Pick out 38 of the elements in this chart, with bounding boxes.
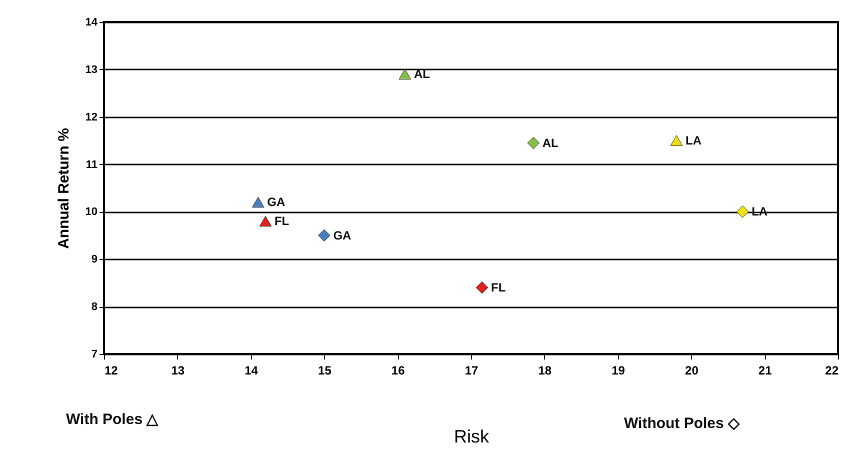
x-tick-label: 20	[685, 364, 699, 378]
x-tick-label: 22	[825, 364, 839, 378]
point	[318, 229, 330, 242]
series-label: FL	[491, 280, 506, 295]
x-tick-label: 16	[391, 364, 406, 378]
y-tick-label: 8	[91, 301, 98, 314]
series-label: FL	[274, 214, 290, 228]
point	[527, 136, 540, 150]
series-label: AL	[414, 67, 430, 82]
y-tick-label: 9	[91, 254, 98, 266]
x-tick-label: 19	[612, 364, 626, 378]
x-axis-title: Risk	[454, 426, 490, 446]
y-tick-label: 12	[85, 111, 98, 124]
series-label: GA	[267, 195, 286, 210]
y-tick-label: 13	[85, 64, 98, 76]
x-tick-label: 15	[318, 364, 332, 378]
text: With Poles △	[66, 410, 159, 428]
x-tick-label: 14	[244, 364, 258, 378]
point	[476, 281, 488, 294]
x-tick-label: 13	[171, 364, 185, 378]
y-tick-label: 11	[86, 158, 98, 171]
y-axis-title: Annual Return %	[55, 128, 72, 249]
point	[259, 216, 272, 227]
text: Without Poles ◇	[624, 414, 740, 432]
series-label: AL	[542, 136, 558, 150]
x-tick-label: 12	[104, 364, 118, 378]
x-tick-label: 17	[464, 364, 478, 378]
point	[670, 135, 683, 146]
point	[252, 196, 264, 208]
point	[736, 206, 749, 218]
y-tick-label: 10	[85, 206, 98, 218]
x-tick-label: 21	[758, 364, 772, 378]
series-label: GA	[333, 228, 352, 242]
series-label: LA	[686, 134, 702, 148]
x-tick-label: 18	[538, 364, 552, 378]
point	[398, 68, 412, 80]
y-tick-label: 14	[85, 16, 98, 28]
y-tick-label: 7	[91, 348, 98, 360]
